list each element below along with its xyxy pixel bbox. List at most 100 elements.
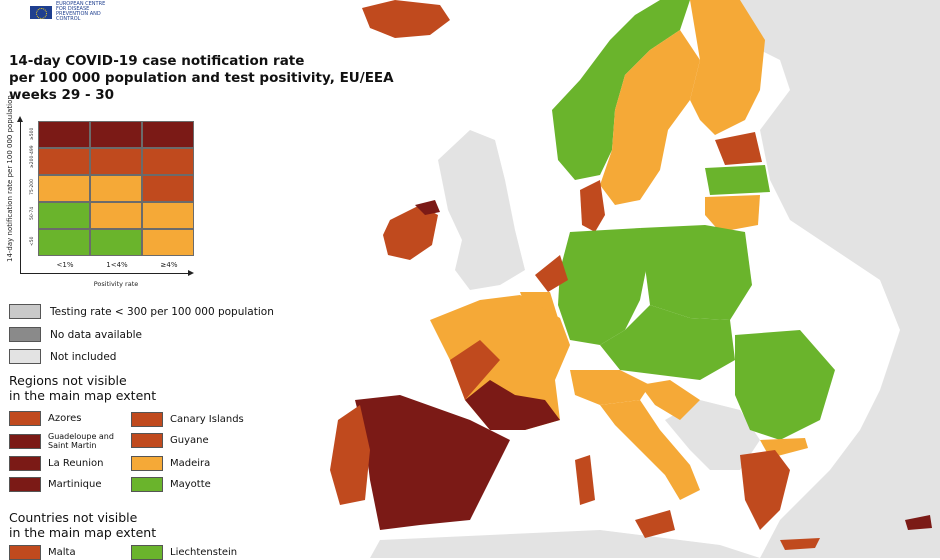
map-sicily <box>635 510 675 538</box>
region-swatch <box>9 456 41 471</box>
matrix-cell <box>91 203 141 228</box>
matrix-y-tick: <50 <box>30 236 35 247</box>
map-n-ireland-grey <box>415 200 440 215</box>
x-axis-arrow <box>20 270 194 276</box>
matrix-cell <box>39 203 89 228</box>
region-swatch <box>9 433 41 449</box>
map-finland <box>690 0 765 135</box>
matrix-x-tick: 1<4% <box>106 261 128 269</box>
region-swatch <box>131 456 163 471</box>
matrix-y-tick: 75-200 <box>30 179 35 195</box>
map-netherlands <box>535 255 568 292</box>
map-estonia <box>715 132 762 165</box>
map-romania <box>735 330 835 440</box>
logo-text: EUROPEAN CENTRE FOR DISEASE PREVENTION A… <box>56 1 106 22</box>
map-spain <box>355 395 510 530</box>
matrix-cell <box>143 203 193 228</box>
region-item: Guyane <box>131 433 209 448</box>
map-iceland <box>362 0 450 38</box>
matrix-x-label: Positivity rate <box>93 280 139 288</box>
country-label: Liechtenstein <box>170 547 238 558</box>
matrix-cell <box>91 122 141 147</box>
matrix-cell <box>39 230 89 255</box>
region-item: Mayotte <box>131 477 211 492</box>
map-germany <box>558 228 648 345</box>
map-croatia <box>640 380 700 420</box>
regions-heading: Regions not visible in the main map exte… <box>9 373 156 403</box>
matrix-cell <box>91 149 141 174</box>
region-label: La Reunion <box>48 458 104 469</box>
countries-heading-line-2: in the main map extent <box>9 525 157 540</box>
region-swatch <box>131 477 163 492</box>
region-item: Madeira <box>131 456 210 471</box>
region-label: Mayotte <box>170 479 211 490</box>
map-central-europe <box>600 305 735 380</box>
map-denmark <box>580 180 605 232</box>
regions-heading-line-2: in the main map extent <box>9 388 157 403</box>
matrix-cell <box>39 149 89 174</box>
matrix-cell <box>39 122 89 147</box>
region-swatch <box>131 412 163 427</box>
legend-swatch <box>9 304 41 319</box>
matrix-y-label: 14-day notification rate per 100 000 pop… <box>6 95 14 262</box>
region-swatch <box>9 411 41 426</box>
map-sardinia <box>575 455 595 505</box>
y-axis-arrow <box>17 116 23 273</box>
countries-heading-line-1: Countries not visible <box>9 510 138 525</box>
countries-heading: Countries not visible in the main map ex… <box>9 510 156 540</box>
region-swatch <box>131 433 163 448</box>
region-label: Azores <box>48 413 82 424</box>
region-label: Guadeloupe and Saint Martin <box>48 432 114 450</box>
map-greece <box>740 450 790 530</box>
map-latvia <box>705 165 770 195</box>
matrix-y-tick: ≥500 <box>30 127 35 140</box>
map-france-south <box>465 380 560 430</box>
country-label: Malta <box>48 547 76 558</box>
region-label: Madeira <box>170 458 211 469</box>
region-item: Guadeloupe and Saint Martin <box>9 432 128 450</box>
legend-testing: Testing rate < 300 per 100 000 populatio… <box>9 304 274 319</box>
map-crete <box>780 538 820 550</box>
ecdc-logo: EUROPEAN CENTRE FOR DISEASE PREVENTION A… <box>30 2 116 22</box>
map-poland <box>640 225 752 320</box>
map-balkans-grey <box>665 400 760 470</box>
matrix-cell <box>143 176 193 201</box>
legend-excluded: Not included <box>9 349 116 364</box>
map-cyprus <box>905 515 932 530</box>
matrix-cell <box>143 230 193 255</box>
matrix-y-tick: 50-74 <box>30 206 35 220</box>
region-item: La Reunion <box>9 456 103 471</box>
map-italy <box>600 400 700 500</box>
legend-label: No data available <box>50 328 142 341</box>
map-norway <box>552 0 690 180</box>
map-africa-grey <box>370 530 760 558</box>
eu-flag-icon <box>30 5 52 19</box>
region-swatch <box>9 477 41 492</box>
region-label: Guyane <box>170 435 209 446</box>
map-lithuania <box>705 195 760 232</box>
matrix-cell <box>91 230 141 255</box>
map-portugal <box>330 405 370 505</box>
matrix-x-tick: <1% <box>56 261 74 269</box>
map-title: 14-day COVID-19 case notification rate p… <box>9 53 394 104</box>
matrix-cell <box>143 122 193 147</box>
matrix-y-tick: ≥200-499 <box>30 145 35 168</box>
legend-nodata: No data available <box>9 327 142 342</box>
matrix-x-tick: ≥4% <box>160 261 178 269</box>
map-non-eu-land <box>560 0 940 558</box>
legend-swatch <box>9 349 41 364</box>
matrix-cell <box>39 176 89 201</box>
regions-heading-line-1: Regions not visible <box>9 373 127 388</box>
matrix-cell <box>143 149 193 174</box>
map-france-west <box>450 340 500 400</box>
region-label: Canary Islands <box>170 414 244 425</box>
map-italy-north <box>570 370 650 405</box>
region-item: Canary Islands <box>131 412 244 427</box>
region-item: Martinique <box>9 477 102 492</box>
map-sweden <box>600 30 700 205</box>
region-item: Azores <box>9 411 81 426</box>
matrix-cell <box>91 176 141 201</box>
map-uk <box>438 130 525 290</box>
legend-label: Not included <box>50 350 117 363</box>
